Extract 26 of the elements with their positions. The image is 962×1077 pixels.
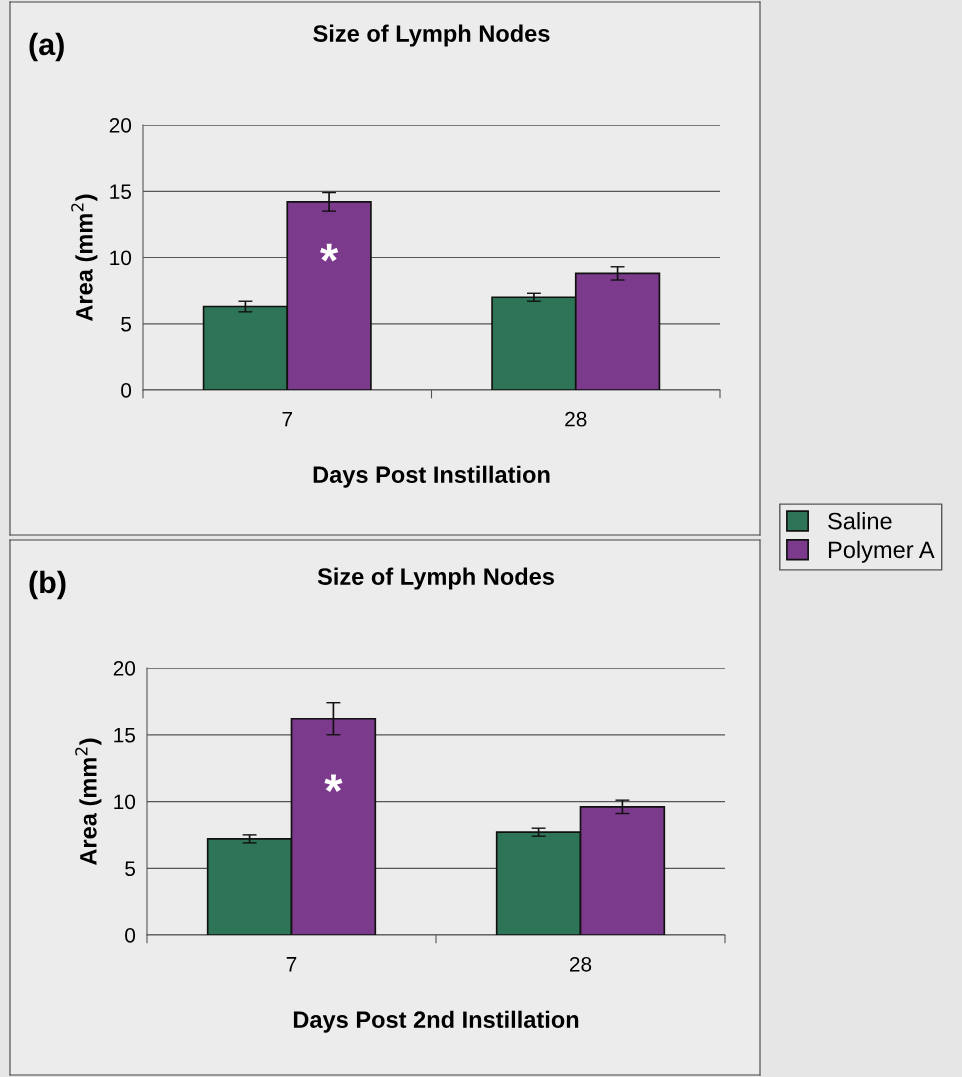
y-tick-label: 15: [114, 727, 136, 743]
x-tick-label: 7: [286, 957, 297, 972]
y-tick-label: 0: [125, 928, 136, 943]
y-tick-label: 15: [110, 184, 132, 199]
y-tick-label: 10: [114, 794, 136, 810]
text: (b): [29, 570, 66, 600]
text: (a): [29, 32, 64, 62]
x-tick-label: 28: [565, 411, 587, 427]
chart-title: Size of Lymph Nodes: [317, 567, 554, 590]
y-tick-label: 20: [113, 661, 136, 676]
y-tick-label: 5: [125, 861, 136, 876]
y-tick-label: 10: [110, 250, 132, 266]
y-axis-title: Area (mm$^{2}$): [75, 738, 102, 866]
x-tick-label: 7: [282, 411, 292, 427]
legend-label: Polymer A: [828, 540, 935, 563]
x-axis-title: Days Post Instillation: [313, 465, 550, 488]
x-tick-label: 28: [569, 956, 592, 972]
y-axis-title: Area (mm$^{2}$): [71, 194, 98, 322]
y-tick-label: 20: [109, 118, 132, 133]
annotation: *: [324, 774, 343, 793]
y-tick-label: 0: [121, 383, 132, 398]
legend-label: Saline: [828, 512, 892, 530]
y-tick-label: 5: [121, 316, 132, 332]
annotation: *: [320, 243, 339, 262]
x-axis-title: Days Post 2nd Instillation: [293, 1010, 579, 1033]
chart-title: Size of Lymph Nodes: [313, 24, 550, 47]
